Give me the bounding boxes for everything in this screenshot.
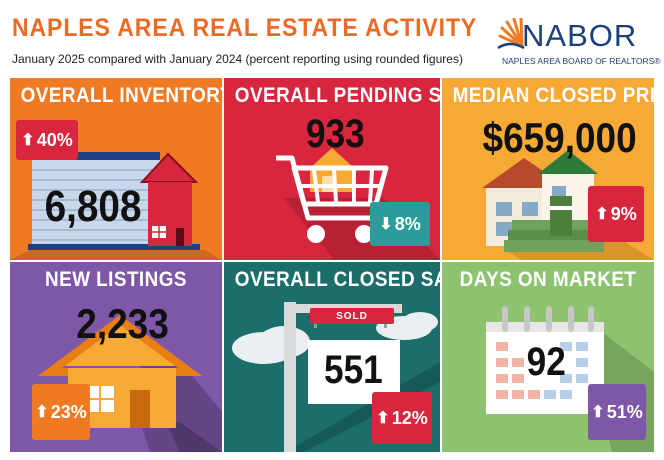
logo-wordmark: NABOR [522,18,638,53]
new-listings-change-badge: ⬆ 23% [32,384,90,440]
tile-closed-sales: OVERALL CLOSED SALES SOLD 551 ⬆12% [224,262,440,452]
pending-sales-change: 8% [394,213,421,234]
closed-sales-value: 551 [324,348,383,392]
arrow-up-icon: ⬆ [21,132,35,149]
closed-sales-change-badge: ⬆ 12% [372,392,432,444]
arrow-up-icon: ⬆ [591,404,605,421]
median-price-change-badge: ⬆ 9% [588,186,644,242]
closed-sales-change: 12% [391,407,428,428]
tile-title: OVERALL CLOSED SALES [234,268,440,291]
tile-overall-inventory: OVERALL INVENTORY 6,808 ⬆ 40% [10,78,222,260]
days-on-market-change: 51% [606,401,643,422]
tile-median-closed-price: MEDIAN CLOSED PRICE $659,000 ⬆9% [442,78,654,260]
tile-pending-sales: OVERALL PENDING SALES 933 ⬇8% [224,78,440,260]
inventory-change-badge: ⬆ 40% [16,120,78,160]
tile-title: NEW LISTINGS [45,268,187,291]
nabor-logo: NABOR NAPLES AREA BOARD OF REALTORS® [496,18,661,68]
sold-sign-banner: SOLD [310,308,394,324]
new-listings-change: 23% [50,401,87,422]
median-price-value: $659,000 [482,114,637,161]
days-on-market-value: 92 [526,340,566,384]
pending-sales-value: 933 [306,112,365,156]
house-icon [37,315,222,452]
tile-days-on-market: DAYS ON MARKET 92 [442,262,654,452]
tile-title: MEDIAN CLOSED PRICE [452,84,654,107]
inventory-change: 40% [36,129,73,150]
tile-new-listings: NEW LISTINGS 2,233 ⬆ 23% [10,262,222,452]
page-subtitle: January 2025 compared with January 2024 … [12,52,463,66]
house-icon [10,152,222,260]
arrow-down-icon: ⬇ [379,216,393,233]
pending-sales-change-badge: ⬇ 8% [370,202,430,246]
inventory-value: 6,808 [44,182,142,231]
tile-title: DAYS ON MARKET [459,268,637,291]
sold-sign-icon [232,302,440,452]
days-on-market-change-badge: ⬆ 51% [588,384,646,440]
new-listings-value: 2,233 [76,300,169,347]
arrow-up-icon: ⬆ [376,410,390,427]
tile-title: OVERALL PENDING SALES [234,84,440,107]
house-with-money-icon [482,150,654,260]
arrow-up-icon: ⬆ [595,206,609,223]
page-title: NAPLES AREA REAL ESTATE ACTIVITY [12,14,478,42]
arrow-up-icon: ⬆ [35,404,49,421]
tile-title: OVERALL INVENTORY [20,84,222,107]
sun-fan-icon [497,18,525,50]
median-price-change: 9% [610,203,637,224]
logo-tagline: NAPLES AREA BOARD OF REALTORS® [502,56,661,66]
sold-sign-text: SOLD [336,310,368,322]
